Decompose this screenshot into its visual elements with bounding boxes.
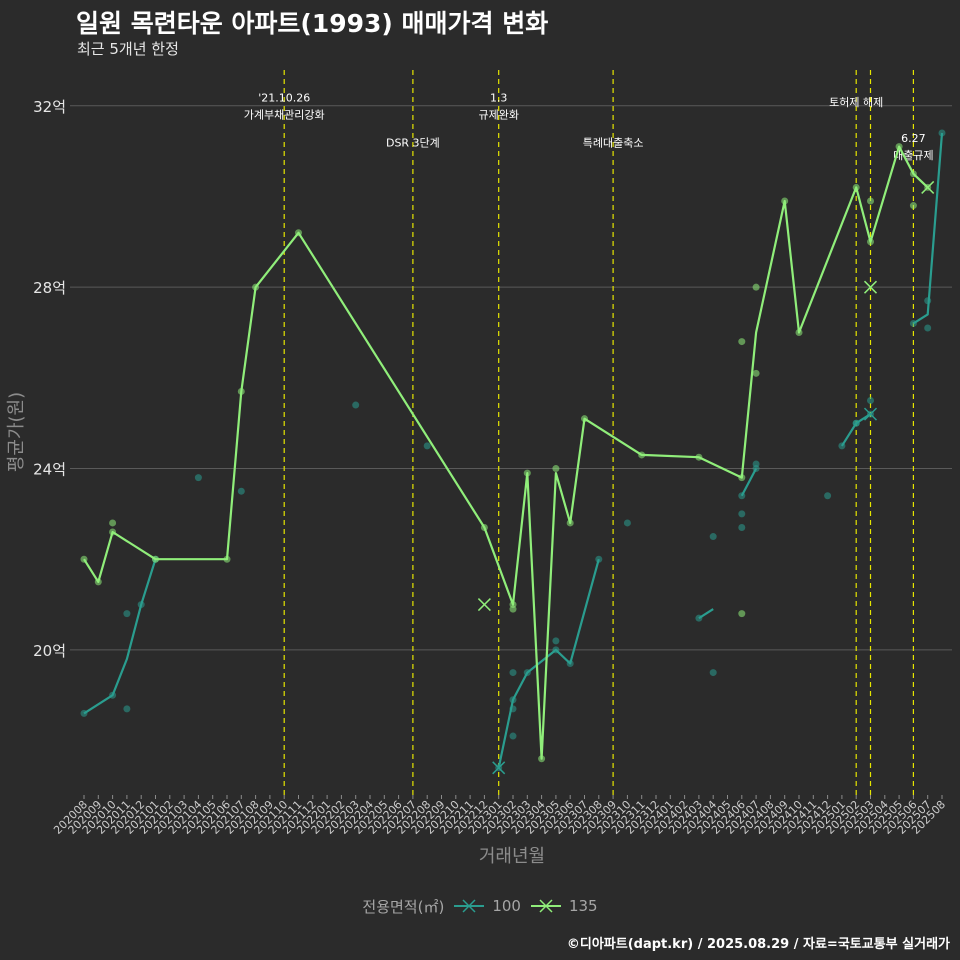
event-label: 가계부채관리강화 — [244, 108, 325, 121]
series-line-100 — [740, 467, 758, 497]
x-marker-100 — [863, 407, 878, 421]
data-point-100 — [509, 669, 517, 677]
data-point-135 — [752, 369, 760, 377]
chart-title: 일원 목련타운 아파트(1993) 매매가격 변화 — [76, 9, 549, 38]
data-point-100 — [924, 324, 932, 332]
x-marker-stroke — [477, 598, 491, 612]
series-line-135 — [83, 145, 929, 760]
legend-item-135: 135 — [529, 895, 598, 917]
y-tick-label: 28억 — [33, 279, 66, 297]
data-point-135 — [738, 610, 746, 618]
data-point-100 — [623, 519, 631, 527]
event-label: 규제완화 — [478, 108, 518, 121]
data-point-100 — [423, 442, 431, 450]
data-point-100 — [709, 669, 717, 677]
legend-item-100: 100 — [452, 895, 521, 917]
x-marker-stroke — [863, 407, 878, 421]
x-marker-135 — [863, 280, 878, 294]
x-marker-135 — [477, 598, 491, 612]
y-tick-label: 24억 — [33, 461, 66, 479]
data-point-100 — [194, 474, 202, 482]
y-axis-title: 평균가(원) — [6, 392, 27, 472]
grid-layer — [70, 105, 952, 651]
data-point-135 — [738, 338, 746, 346]
data-point-135 — [552, 465, 560, 473]
event-label: DSR 3단계 — [386, 137, 440, 150]
legend-title: 전용면적(㎡) — [362, 897, 445, 916]
data-point-100 — [509, 732, 517, 740]
series-layer — [80, 129, 946, 775]
x-marker-stroke — [921, 180, 935, 194]
series-line-100 — [840, 413, 872, 447]
legend-label-135: 135 — [568, 897, 598, 915]
event-label: 토허제 해제 — [829, 95, 883, 109]
series-line-100 — [497, 558, 600, 769]
data-point-100 — [123, 610, 131, 618]
event-label: 대출규제 — [893, 149, 933, 162]
source-caption: ©디아파트(dapt.kr) / 2025.08.29 / 자료=국토교통부 실… — [566, 937, 950, 952]
series-line-100 — [698, 608, 714, 620]
x-marker-stroke — [863, 280, 878, 294]
data-point-100 — [824, 492, 832, 500]
legend-key-100 — [454, 899, 485, 913]
data-point-100 — [867, 397, 874, 405]
data-point-100 — [738, 523, 746, 531]
series-line-100 — [912, 132, 944, 325]
y-tick-label: 32억 — [33, 98, 66, 116]
data-point-100 — [709, 533, 717, 541]
data-point-100 — [352, 401, 360, 409]
legend: 전용면적(㎡) 100 135 — [0, 895, 960, 917]
x-marker-stroke — [492, 761, 506, 775]
data-point-135 — [109, 519, 117, 527]
x-marker-100 — [492, 761, 506, 775]
data-point-135 — [752, 283, 760, 291]
data-point-100 — [552, 637, 560, 645]
y-tick-label: 20억 — [33, 642, 66, 660]
legend-key-135 — [530, 899, 561, 913]
series-line-100 — [83, 558, 157, 715]
data-point-100 — [738, 510, 746, 518]
x-marker-135 — [921, 180, 935, 194]
chart-subtitle: 최근 5개년 한정 — [77, 40, 179, 58]
data-point-100 — [237, 487, 245, 495]
data-point-100 — [752, 460, 760, 468]
data-point-100 — [123, 705, 131, 713]
data-point-135 — [509, 605, 517, 613]
axis-layer: 20억24억28억32억2020082020092020102020112020… — [33, 98, 948, 837]
data-point-135 — [867, 197, 874, 205]
x-axis-title: 거래년월 — [479, 846, 545, 867]
data-point-135 — [909, 202, 917, 210]
legend-label-100: 100 — [492, 897, 521, 915]
event-label: '21.10.26 — [258, 91, 310, 104]
event-label: 특례대출축소 — [583, 137, 644, 150]
event-label: 6.27 — [901, 132, 926, 145]
event-label: 1.3 — [490, 91, 508, 104]
